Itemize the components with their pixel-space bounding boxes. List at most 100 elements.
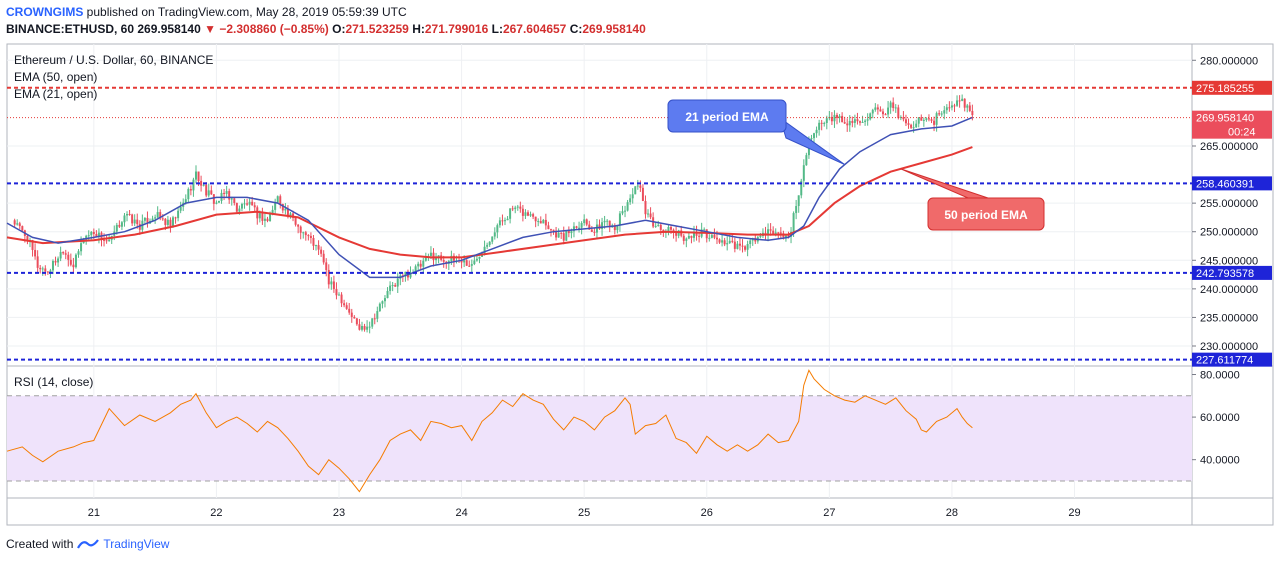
candle-body <box>383 298 386 302</box>
candle <box>869 112 872 121</box>
candle-body <box>263 218 266 221</box>
candle-body <box>330 281 333 285</box>
candle-body <box>634 186 637 195</box>
candle <box>902 111 905 122</box>
candle <box>192 177 195 197</box>
candle-body <box>838 115 841 118</box>
candle-body <box>358 324 361 330</box>
level-price-tag <box>1192 176 1272 191</box>
candle <box>598 219 601 230</box>
candle <box>521 204 524 222</box>
candle <box>795 199 798 220</box>
candle-body <box>876 107 879 110</box>
candle <box>858 120 861 126</box>
candle-body <box>915 123 918 128</box>
candle-body <box>69 259 72 265</box>
candle <box>910 123 913 130</box>
candle-body <box>521 208 524 216</box>
candle-body <box>417 263 420 267</box>
candle-body <box>315 245 318 247</box>
candle-body <box>289 213 292 216</box>
candle-body <box>631 194 634 199</box>
candle-body <box>340 294 343 304</box>
candle-body <box>945 107 948 111</box>
candle-body <box>368 326 371 328</box>
candle <box>621 205 624 216</box>
candle-body <box>624 210 627 212</box>
candle-body <box>115 224 118 232</box>
candle <box>46 271 49 275</box>
candle <box>468 260 471 268</box>
candle <box>853 114 856 128</box>
candle <box>823 121 826 127</box>
candle-body <box>858 121 861 123</box>
candle-body <box>468 265 471 267</box>
candle-body <box>746 244 749 250</box>
candle <box>77 249 80 258</box>
candle-body <box>238 208 241 212</box>
candle-body <box>695 231 698 236</box>
candle-body <box>325 262 328 270</box>
candle <box>386 287 389 299</box>
candle <box>616 225 619 234</box>
candle <box>874 103 877 112</box>
candle <box>266 216 269 223</box>
candle <box>13 218 16 228</box>
candle <box>881 108 884 118</box>
candle-body <box>713 235 716 238</box>
tradingview-link[interactable]: TradingView <box>103 537 170 551</box>
candle-body <box>866 119 869 121</box>
candle-body <box>869 113 872 120</box>
candle <box>447 259 450 271</box>
candle <box>478 256 481 264</box>
candle-body <box>62 252 65 254</box>
candle-body <box>744 246 747 250</box>
price-chart[interactable]: 275.185255 258.460391 242.793578 227.611774… <box>0 0 1274 530</box>
candle <box>504 217 507 226</box>
candle <box>557 228 560 238</box>
candle <box>555 226 558 241</box>
candle-body <box>120 222 123 227</box>
candle <box>894 104 897 113</box>
candle <box>143 217 146 224</box>
candle-body <box>179 206 182 211</box>
candle <box>307 234 310 241</box>
candle <box>718 238 721 244</box>
candle-body <box>92 231 95 234</box>
candle-body <box>560 232 563 234</box>
candle-body <box>715 237 718 240</box>
candle-body <box>496 225 499 233</box>
candle-body <box>884 114 887 116</box>
candle-body <box>741 245 744 247</box>
candle-body <box>194 171 197 180</box>
candle <box>87 230 90 242</box>
time-tick-label: 28 <box>946 507 958 519</box>
candle-body <box>491 236 494 242</box>
price-tick-label: 265.000000 <box>1200 141 1258 153</box>
candle-body <box>692 231 695 238</box>
candle-body <box>861 121 864 123</box>
candle-body <box>526 212 529 216</box>
author-name[interactable]: CROWNGIMS <box>6 5 84 19</box>
candle <box>496 223 499 239</box>
time-tick-label: 23 <box>333 507 345 519</box>
candle-body <box>389 285 392 291</box>
candle-body <box>34 249 37 257</box>
level-price-label: 227.611774 <box>1196 355 1253 367</box>
candle-body <box>312 237 315 246</box>
candle-body <box>925 118 928 120</box>
candle <box>516 204 519 211</box>
candle-body <box>253 205 256 208</box>
candle-body <box>258 213 261 219</box>
candle-body <box>404 271 407 277</box>
candle <box>156 206 159 219</box>
candle <box>133 214 136 227</box>
candle-body <box>795 206 798 214</box>
candle <box>355 317 358 326</box>
candle-body <box>815 129 818 134</box>
candle-body <box>64 253 67 255</box>
candle-body <box>212 194 215 204</box>
candle <box>907 118 910 129</box>
candle-body <box>16 223 19 225</box>
candle-body <box>899 117 902 119</box>
